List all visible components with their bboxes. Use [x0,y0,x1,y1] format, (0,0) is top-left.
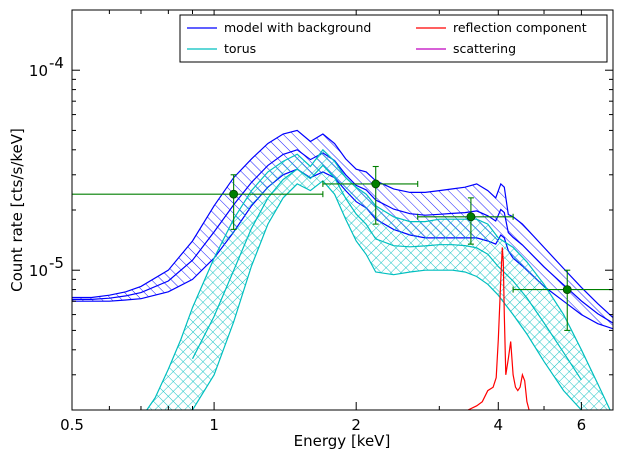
data-point-4 [512,269,613,331]
torus-lower-line [191,179,582,410]
legend-label-model-with-background: model with background [224,20,371,35]
data-marker [562,285,572,294]
torus-upper-line [146,148,611,410]
legend-label-torus: torus [224,41,256,56]
data-point-2 [322,165,419,225]
y-axis-ticks: 10-510-4 [29,9,613,411]
y-tick-label: 10 [29,62,48,80]
legend-label-reflection-component: reflection component [453,20,587,35]
torus-mid-line [191,164,582,381]
y-tick-exponent: -4 [49,54,64,72]
data-point-3 [417,197,514,245]
x-tick-label: 4 [494,416,504,434]
x-axis-ticks: 0.5 1 2 4 6 [60,10,614,434]
y-tick-exponent: -5 [49,254,64,272]
data-marker [466,212,476,222]
x-tick-label: 2 [351,416,361,434]
plot-area [72,129,613,410]
torus-band [146,149,611,410]
legend-label-scattering: scattering [453,41,516,56]
y-axis-label: Count rate [cts/s/keV] [8,128,26,292]
x-tick-label: 1 [209,416,219,434]
x-tick-label: 6 [577,416,587,434]
legend: model with background torus reflection c… [179,14,608,63]
reflection-component-line [467,247,530,410]
data-point-1 [72,174,324,230]
x-axis-label: Energy [keV] [294,432,391,450]
data-marker [371,179,381,189]
y-tick-label: 10 [29,262,48,280]
data-marker [229,189,239,199]
x-tick-label: 0.5 [60,416,84,434]
legend-box [179,14,608,63]
